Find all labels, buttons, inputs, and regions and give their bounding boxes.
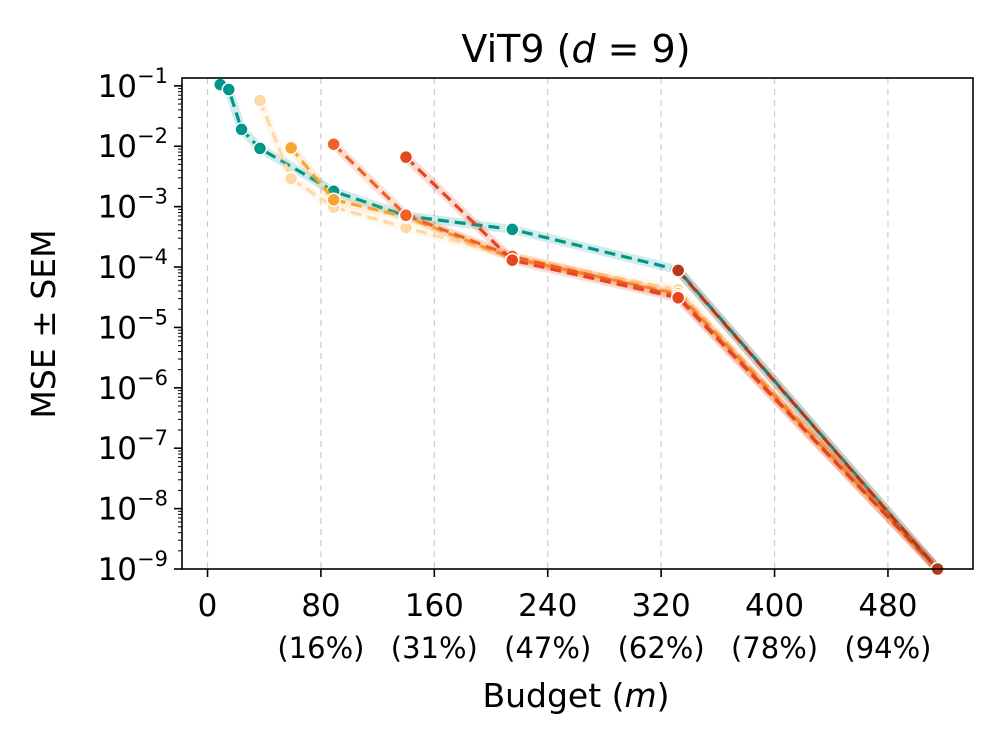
y-axis-label: MSE ± SEM xyxy=(24,229,63,418)
x-tick-label: 480 xyxy=(858,588,917,624)
y-tick-label: 10−5 xyxy=(98,305,168,346)
y-tick-label: 10−3 xyxy=(98,185,168,226)
y-tick-label: 10−7 xyxy=(98,426,168,467)
series-red-orange-point xyxy=(398,208,414,223)
series-layer xyxy=(213,77,945,577)
series-deep-red-point xyxy=(398,149,414,165)
series-red-orange-line xyxy=(332,143,939,571)
x-tick-label: 240 xyxy=(518,588,577,624)
y-tick-label: 10−9 xyxy=(98,547,168,588)
y-tick-label: 10−4 xyxy=(98,245,168,286)
series-orange-point xyxy=(326,192,341,208)
y-axis: 10−1 10−2 10−3 10−4 10−5 10−6 10−7 10−8 10−9 xyxy=(98,64,182,588)
series-light-peach-point xyxy=(283,171,299,186)
series-teal-point xyxy=(505,222,520,237)
chart-title: ViT9 (d = 9) xyxy=(461,27,690,71)
x-tick-percent: (62%) xyxy=(618,631,705,665)
series-dark-red-point xyxy=(670,263,686,278)
x-axis: 0 80 (16%) 160 (31%) 240 (47%) 320 (62%) 400 (78%)… xyxy=(198,569,931,665)
series-deep-red-line xyxy=(404,155,939,571)
series-deep-red-point xyxy=(505,252,520,268)
series-light-peach-point xyxy=(252,93,268,108)
series-orange-point xyxy=(283,140,299,156)
x-tick-label: 400 xyxy=(745,588,804,624)
series-deep-red-point xyxy=(670,290,686,306)
series-teal-point xyxy=(252,141,268,156)
x-tick-label: 0 xyxy=(198,588,218,624)
y-tick-label: 10−6 xyxy=(98,366,168,407)
series-dark-red-line xyxy=(676,269,939,571)
grid-layer xyxy=(206,78,889,569)
y-tick-label: 10−2 xyxy=(98,124,168,165)
series-orange-line xyxy=(289,146,939,571)
x-tick-label: 320 xyxy=(632,588,691,624)
series-red-orange-point xyxy=(326,136,341,152)
x-tick-label: 160 xyxy=(405,588,464,624)
series-teal-point xyxy=(221,82,237,97)
series-teal-sem-band xyxy=(218,80,941,572)
x-tick-percent: (78%) xyxy=(731,631,818,665)
series-teal-line xyxy=(219,83,939,571)
x-tick-label: 80 xyxy=(301,588,340,624)
x-tick-percent: (47%) xyxy=(504,631,591,665)
y-tick-label: 10−1 xyxy=(98,64,168,105)
y-tick-label: 10−8 xyxy=(98,487,168,528)
x-tick-percent: (16%) xyxy=(277,631,364,665)
series-red-orange-sem-band xyxy=(330,141,941,573)
x-tick-percent: (31%) xyxy=(391,631,478,665)
x-tick-percent: (94%) xyxy=(844,631,931,665)
series-teal-point xyxy=(234,122,249,137)
plot-frame xyxy=(181,77,974,570)
series-deep-red-sem-band xyxy=(402,153,941,573)
x-axis-label: Budget (m) xyxy=(482,676,669,715)
